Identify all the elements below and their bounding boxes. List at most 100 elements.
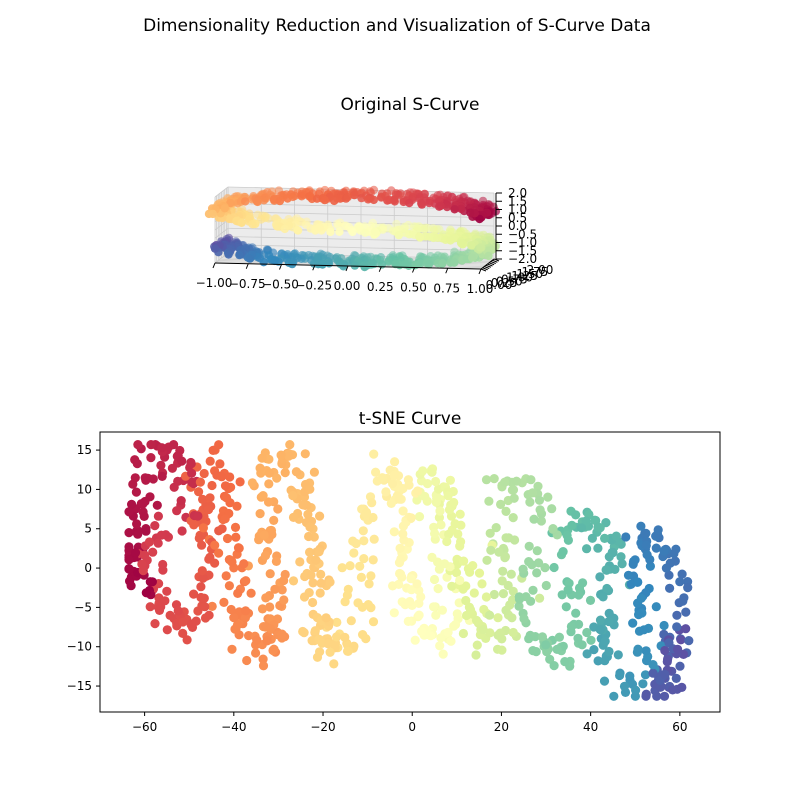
scatter-point-3d xyxy=(273,222,282,231)
scatter-point xyxy=(497,634,507,644)
scatter-point xyxy=(438,649,448,659)
scatter-point xyxy=(139,511,149,521)
scatter-point xyxy=(325,647,335,657)
scatter-point xyxy=(660,645,670,656)
z-tick-label: −1.0 xyxy=(508,236,537,250)
scatter-point xyxy=(600,656,610,666)
scatter-point xyxy=(449,497,459,508)
scatter-point-3d xyxy=(311,226,320,235)
scatter-point xyxy=(300,449,310,459)
scatter-point xyxy=(472,640,482,650)
y-tick xyxy=(484,266,490,269)
scatter-point-3d xyxy=(415,232,425,242)
scatter-point xyxy=(205,493,215,503)
scatter-point xyxy=(305,522,315,532)
scatter-point xyxy=(525,497,535,507)
scatter-point xyxy=(124,507,134,517)
scatter-point xyxy=(227,644,237,654)
scatter-point xyxy=(361,634,371,644)
scatter-point xyxy=(524,541,534,551)
scatter-point xyxy=(471,650,481,660)
scatter-point-3d xyxy=(275,196,285,206)
x-tick-label: −0.75 xyxy=(229,277,266,291)
scatter-point xyxy=(198,494,208,504)
scatter-point xyxy=(315,511,325,521)
scatter-point xyxy=(500,553,510,563)
scatter-point xyxy=(177,526,187,536)
scatter-point xyxy=(157,443,167,453)
scatter-point xyxy=(137,559,147,569)
scatter-point-3d xyxy=(361,228,370,237)
x-tick-label: −60 xyxy=(132,720,157,734)
scatter-point xyxy=(312,652,323,662)
scatter-point xyxy=(508,586,518,596)
x-tick-label: 40 xyxy=(583,720,598,734)
scatter-point-3d xyxy=(476,243,485,252)
scatter-point xyxy=(314,547,324,557)
scatter-point xyxy=(431,476,441,487)
scatter-point xyxy=(435,506,445,516)
scatter-point-3d xyxy=(259,258,268,267)
scatter-point xyxy=(669,548,679,559)
scatter-point xyxy=(452,560,462,570)
scatter-point xyxy=(145,577,155,587)
scatter-point xyxy=(224,581,234,591)
scatter-point xyxy=(611,531,621,541)
scatter-point xyxy=(420,491,430,502)
x-tick-label: −0.50 xyxy=(262,278,299,292)
scatter-point xyxy=(633,577,643,587)
scatter-point xyxy=(285,440,295,450)
scatter-point-3d xyxy=(220,204,230,213)
scatter-point xyxy=(267,529,277,540)
scatter-point xyxy=(631,685,641,695)
scatter-point xyxy=(233,543,244,553)
scatter-point xyxy=(655,682,666,692)
scatter-point xyxy=(272,473,282,483)
scatter-point xyxy=(131,487,141,497)
scatter-point-3d xyxy=(370,227,380,236)
scatter-point xyxy=(414,511,425,522)
scatter-point xyxy=(659,620,669,631)
y-tick-label: 1.50 xyxy=(516,267,543,281)
scatter-point xyxy=(308,578,318,588)
scatter-point xyxy=(681,624,691,634)
scatter-point-3d xyxy=(400,260,410,269)
scatter-point xyxy=(332,617,342,628)
y-tick-label: 0.50 xyxy=(496,274,523,288)
scatter-point xyxy=(431,610,441,620)
scatter-point xyxy=(639,625,649,635)
scatter-point xyxy=(465,567,475,577)
z-tick-label: −2.0 xyxy=(508,252,537,266)
scatter-point xyxy=(388,581,398,591)
y-tick xyxy=(485,264,492,268)
scatter-point xyxy=(651,602,661,612)
y-tick xyxy=(488,262,495,266)
scatter-point-3d xyxy=(208,209,217,219)
x-tick-label: 20 xyxy=(494,720,509,734)
x-tick xyxy=(412,267,415,273)
scatter-point xyxy=(571,608,581,618)
scatter-point xyxy=(414,610,424,620)
scatter-point xyxy=(506,569,516,579)
scatter-point xyxy=(141,475,151,485)
scatter-point xyxy=(672,610,682,620)
scatter-point-3d xyxy=(326,227,335,237)
scatter-point xyxy=(405,597,415,607)
scatter-point xyxy=(586,635,596,645)
scatter-point xyxy=(541,580,551,591)
scatter-point xyxy=(406,574,416,584)
scatter-point xyxy=(182,635,192,645)
scatter-point xyxy=(600,636,610,646)
scatter-point xyxy=(458,628,468,639)
scatter-point xyxy=(241,576,251,586)
scatter-point xyxy=(443,627,453,637)
scatter-point xyxy=(663,654,673,664)
scatter-point xyxy=(648,660,658,670)
scatter-point xyxy=(598,592,608,602)
scatter-point xyxy=(625,671,635,681)
scatter-point xyxy=(403,616,413,627)
scatter-point-3d xyxy=(293,226,302,235)
scatter-point xyxy=(429,574,440,585)
scatter-point-3d xyxy=(280,224,289,234)
scatter-point xyxy=(356,572,366,583)
